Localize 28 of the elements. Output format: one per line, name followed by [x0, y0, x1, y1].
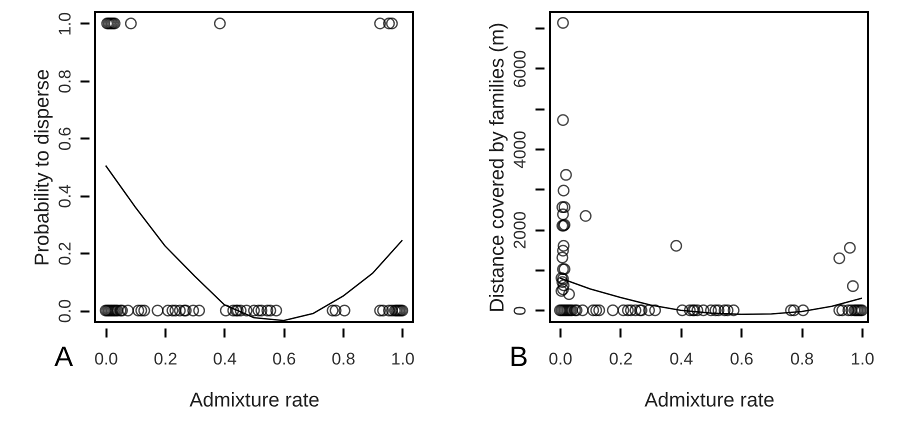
x-tick-label: 0.2	[609, 350, 633, 368]
text: B	[509, 341, 528, 372]
y-axis-title: Distance covered by families (m)	[486, 22, 508, 313]
y-tick-label: 0.0	[56, 299, 74, 323]
x-tick-label: 1.0	[850, 350, 874, 368]
y-axis-title: Probability to disperse	[32, 69, 54, 266]
y-tick-label: 0.2	[56, 242, 74, 266]
y-tick-label: 0.8	[56, 70, 74, 94]
x-tick-label: 0.2	[154, 350, 178, 368]
x-tick-label: 0.0	[94, 350, 118, 368]
y-tick-label: 6000	[510, 50, 530, 88]
x-axis-title: Admixture rate	[189, 390, 320, 412]
text: A	[54, 341, 74, 372]
y-tick-label: 0.6	[56, 126, 74, 151]
x-tick-label: 0.6	[272, 350, 296, 368]
x-axis-title: Admixture rate	[644, 390, 775, 412]
x-tick-label: 0.4	[669, 350, 694, 368]
y-tick-label: 2000	[510, 211, 530, 250]
y-tick-label: 4000	[510, 130, 530, 168]
x-tick-label: 1.0	[391, 350, 415, 368]
y-tick-label: 0	[510, 306, 530, 316]
x-tick-label: 0.4	[213, 350, 237, 368]
y-tick-label: 0.4	[56, 184, 74, 208]
x-tick-label: 0.8	[332, 350, 356, 368]
x-tick-label: 0.8	[790, 350, 814, 368]
x-tick-label: 0.0	[548, 350, 572, 368]
x-tick-label: 0.6	[730, 350, 754, 368]
y-tick-label: 1.0	[56, 12, 74, 36]
